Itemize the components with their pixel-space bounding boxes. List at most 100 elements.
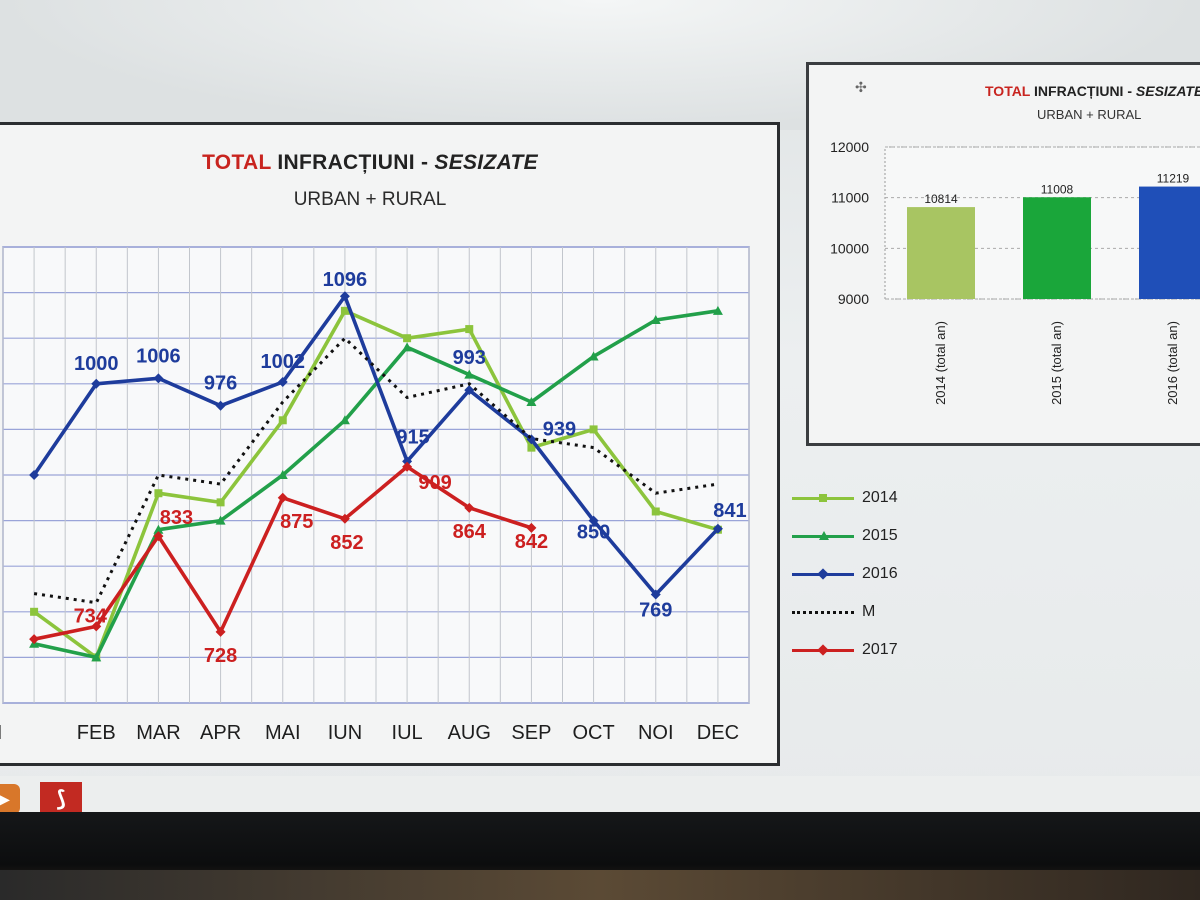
main-chart-panel[interactable]: TOTAL INFRACȚIUNI - SESIZATE URBAN + RUR… [0, 122, 780, 766]
pdf-reader-icon[interactable]: ⟆ [40, 782, 82, 816]
point-2017 [153, 531, 164, 542]
point-2014 [216, 498, 225, 507]
legend-marker [817, 644, 829, 656]
point-2015 [153, 524, 164, 534]
data-label-2017: 734 [74, 605, 108, 627]
point-2014 [651, 507, 660, 516]
point-2014 [403, 334, 412, 343]
point-2016 [277, 376, 288, 387]
media-player-icon[interactable]: ▶ [0, 784, 20, 814]
point-2015 [277, 470, 288, 479]
bar-category-label: 2014 (total an) [933, 321, 948, 405]
bar-category-label: 2016 (total an) [1165, 321, 1180, 405]
inset-title-total-word: TOTAL [985, 83, 1031, 99]
series-line-2014 [33, 309, 719, 660]
data-label-2016: 1096 [323, 269, 368, 291]
point-2016 [91, 378, 102, 389]
legend-item-2015: 2015 [790, 526, 920, 546]
point-2015 [712, 305, 723, 315]
inset-title-italic-word: SESIZATE [1135, 83, 1200, 99]
main-chart-title: TOTAL INFRACȚIUNI - SESIZATE [0, 151, 777, 175]
data-label-2017: 833 [160, 507, 193, 529]
point-2016 [588, 515, 599, 526]
x-tick-label: OCT [572, 722, 614, 744]
title-italic-word: SESIZATE [434, 151, 538, 174]
point-2016 [215, 400, 226, 411]
point-2017 [277, 492, 288, 503]
bar-value-label: 11219 [1157, 172, 1190, 186]
x-tick-label: APR [200, 722, 241, 744]
data-label-2016: 769 [639, 599, 672, 621]
x-tick-label: FEB [77, 722, 116, 744]
data-label-2017: 852 [330, 532, 363, 554]
data-label-2017: 728 [204, 645, 237, 667]
inset-chart-subtitle: URBAN + RURAL [1037, 107, 1142, 122]
point-2015 [402, 342, 413, 352]
legend-item-2017: 2017 [790, 640, 920, 660]
legend-marker [819, 494, 827, 502]
legend-swatch [792, 611, 854, 614]
move-handle-icon[interactable]: ✣ [855, 79, 867, 95]
point-2015 [339, 415, 350, 425]
legend-item-M: M [790, 602, 920, 622]
point-2017 [215, 626, 226, 637]
point-2014 [278, 416, 287, 425]
point-2017 [402, 461, 413, 472]
x-tick-label: IUN [328, 722, 362, 744]
x-tick-label: NOI [638, 722, 674, 744]
bar-y-tick-label: 9000 [838, 291, 869, 307]
x-tick-label: AUG [448, 722, 491, 744]
point-2017 [91, 621, 102, 632]
inset-bar-chart-panel[interactable]: ✣ TOTAL INFRACȚIUNI - SESIZATE URBAN + R… [806, 62, 1200, 446]
data-label-2016: 1000 [74, 353, 119, 375]
x-tick-label: SEP [511, 722, 551, 744]
point-2015 [588, 351, 599, 361]
data-label-2016: 1002 [261, 351, 306, 373]
data-label-2016: 939 [543, 418, 576, 440]
bar-category-label: 2015 (total an) [1049, 321, 1064, 405]
x-tick-label: IUL [392, 722, 423, 744]
title-total-word: TOTAL [202, 151, 272, 174]
data-label-2017: 909 [418, 472, 451, 494]
point-2014 [465, 325, 474, 334]
legend-marker [817, 568, 829, 580]
point-2016 [339, 291, 350, 302]
data-label-2016: 915 [396, 426, 429, 448]
point-2017 [29, 634, 40, 645]
legend-item-2016: 2016 [790, 564, 920, 584]
desk-background [0, 870, 1200, 900]
x-tick-label: MAI [265, 722, 301, 744]
legend-marker [819, 531, 829, 540]
x-tick-label: DEC [697, 722, 739, 744]
inset-title-main-words: INFRACȚIUNI - [1030, 83, 1136, 99]
data-label-2016: 1006 [136, 345, 181, 367]
data-label-2016: 993 [453, 347, 486, 369]
point-2017 [464, 502, 475, 513]
point-2015 [526, 397, 537, 407]
point-2015 [91, 652, 102, 662]
legend-label: 2014 [862, 489, 898, 506]
legend-item-2014: 2014 [790, 488, 920, 508]
point-2015 [650, 314, 661, 324]
data-label-2016: 976 [204, 373, 237, 395]
point-2016 [712, 523, 723, 534]
bar-y-tick-label: 12000 [830, 139, 869, 155]
point-2014 [589, 425, 598, 434]
point-2014 [340, 306, 349, 315]
point-2014 [154, 489, 163, 498]
point-2016 [153, 373, 164, 384]
point-2016 [29, 470, 40, 480]
bar-value-label: 10814 [924, 192, 958, 206]
data-label-2016: 841 [713, 500, 746, 522]
point-2014 [527, 443, 536, 452]
main-chart-subtitle: URBAN + RURAL [293, 189, 447, 210]
bar-chart: 9000 10000 11000 12000 10814 2014 (total an) 1… [830, 139, 1200, 405]
legend-label: 2016 [862, 565, 898, 582]
x-tick-label: MAR [136, 722, 180, 744]
data-label-2017: 875 [280, 511, 313, 533]
point-2014 [30, 607, 39, 616]
point-2015 [215, 515, 226, 525]
bar-2 [1139, 186, 1200, 299]
data-label-2016: 850 [577, 522, 610, 544]
line-chart: 1000 1006 976 1002 1096 915 993 939 850 769 841 734… [0, 246, 750, 744]
